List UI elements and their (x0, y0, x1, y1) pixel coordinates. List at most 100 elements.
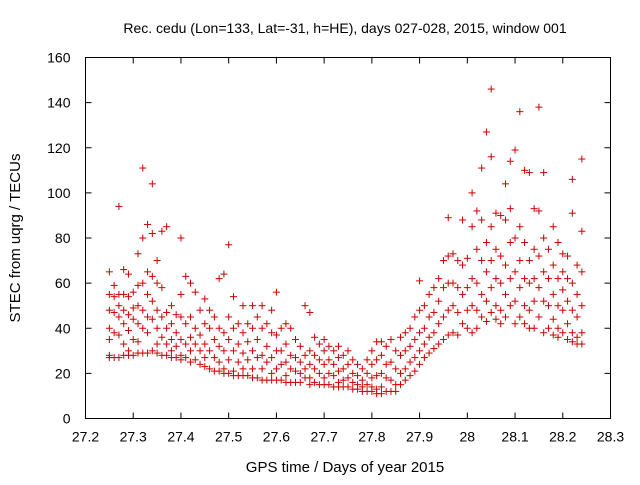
data-point (377, 383, 385, 391)
data-point (158, 333, 166, 341)
data-point (134, 302, 142, 310)
data-points (105, 85, 586, 398)
data-point (320, 374, 328, 382)
data-point (554, 239, 562, 247)
data-point (554, 333, 562, 341)
data-point (578, 340, 586, 348)
data-point (258, 302, 266, 310)
data-point (463, 284, 471, 292)
data-point (153, 306, 161, 314)
data-point (430, 345, 438, 353)
data-point (502, 290, 509, 298)
data-point (530, 275, 538, 283)
data-point (182, 272, 190, 280)
data-point (296, 378, 304, 386)
data-point (559, 306, 567, 314)
data-point (191, 288, 199, 296)
data-point (225, 241, 233, 249)
data-point (110, 281, 118, 289)
data-point (120, 290, 128, 298)
data-point (573, 333, 581, 341)
data-point (516, 223, 524, 231)
data-point (196, 331, 204, 339)
data-point (172, 342, 180, 350)
data-point (206, 347, 214, 355)
data-point (292, 336, 299, 344)
data-point (449, 250, 457, 258)
data-point (311, 333, 319, 341)
data-point (306, 374, 314, 382)
data-point (334, 354, 342, 362)
data-point (139, 324, 147, 332)
data-point (449, 279, 457, 287)
data-point (263, 342, 271, 350)
data-point (105, 268, 113, 276)
data-point (339, 351, 347, 359)
data-point (459, 290, 467, 298)
data-point (244, 338, 252, 346)
data-point (349, 356, 357, 364)
data-point (478, 216, 486, 224)
data-point (578, 268, 586, 276)
data-point (277, 324, 285, 332)
data-point (210, 354, 218, 362)
data-point (492, 209, 500, 217)
data-point (401, 329, 409, 337)
data-point (368, 374, 376, 382)
data-point (139, 306, 147, 314)
data-point (177, 336, 185, 344)
data-point (296, 358, 304, 366)
data-point (110, 308, 118, 316)
data-point (435, 297, 443, 305)
data-point (487, 153, 495, 161)
data-point (382, 360, 390, 368)
x-tick-label: 28.1 (501, 429, 528, 445)
y-tick-label: 120 (47, 140, 71, 156)
data-point (482, 268, 490, 276)
data-point (129, 304, 137, 312)
data-point (358, 376, 366, 384)
data-point (387, 336, 395, 344)
data-point (564, 297, 572, 305)
data-point (229, 293, 237, 301)
data-point (454, 257, 462, 265)
data-point (540, 169, 548, 177)
data-point (544, 302, 552, 310)
data-point (406, 372, 414, 380)
data-point (253, 336, 261, 344)
data-point (306, 308, 314, 316)
data-point (444, 214, 452, 222)
data-point (196, 306, 204, 314)
data-point (392, 387, 400, 395)
data-point (416, 360, 424, 368)
data-point (124, 327, 132, 335)
data-point (272, 331, 280, 339)
data-point (568, 279, 576, 287)
data-point (535, 313, 543, 321)
data-point (525, 169, 533, 177)
data-point (144, 329, 152, 337)
data-point (311, 351, 319, 359)
data-point (330, 360, 338, 368)
data-point (540, 329, 548, 337)
data-point (201, 363, 209, 371)
data-point (530, 324, 538, 332)
data-point (244, 372, 252, 380)
data-point (425, 290, 433, 298)
data-point (497, 279, 505, 287)
data-point (459, 320, 467, 328)
data-point (521, 275, 529, 283)
data-point (153, 349, 161, 357)
data-point (115, 202, 123, 210)
data-point (330, 372, 338, 380)
data-point (148, 180, 156, 188)
data-point (148, 272, 156, 280)
data-point (478, 313, 486, 321)
data-point (373, 356, 381, 364)
data-point (172, 354, 180, 362)
data-point (573, 290, 581, 298)
data-point (325, 369, 333, 377)
data-point (530, 297, 538, 305)
data-point (568, 306, 576, 314)
